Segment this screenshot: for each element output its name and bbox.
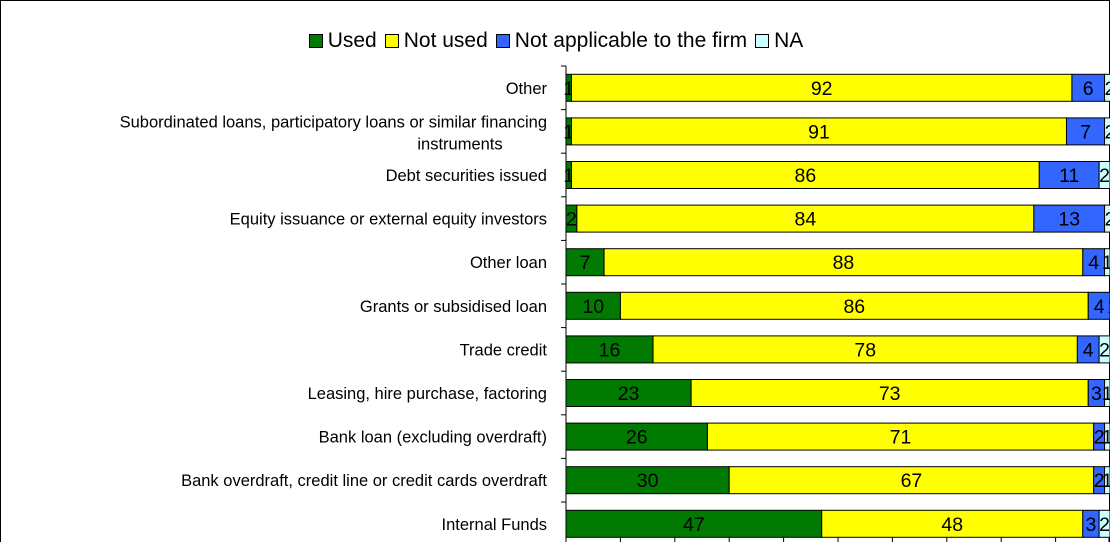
bar-not-used-bank-loan-excluding-overdraft bbox=[706, 422, 1095, 451]
data-label-not-applicable-to-the-firm-bank-overdraft-credit-line-or-credit-cards-overdraft: 2 bbox=[1094, 470, 1105, 492]
data-label-not-applicable-to-the-firm-debt-securities-issued: 11 bbox=[1059, 165, 1079, 187]
data-label-not-used-grants-or-subsidised-loan: 86 bbox=[843, 296, 865, 318]
bar-used-bank-loan-excluding-overdraft bbox=[565, 422, 708, 451]
data-label-na-other-loan: 1 bbox=[1102, 252, 1110, 274]
legend-swatch-not-used bbox=[384, 34, 399, 48]
bar-not-applicable-to-the-firm-subordinated-loans-participatory-loans-or-similar-financing-instruments bbox=[1065, 117, 1106, 146]
bar-not-used-equity-issuance-or-external-equity-investors bbox=[576, 204, 1035, 233]
data-label-used-bank-loan-excluding-overdraft: 26 bbox=[626, 427, 648, 449]
data-label-not-used-other: 92 bbox=[811, 78, 833, 100]
data-label-na-trade-credit: 2 bbox=[1099, 339, 1110, 361]
bar-na-other-loan bbox=[1104, 248, 1110, 277]
category-label-leasing-hire-purchase-factoring: Leasing, hire purchase, factoring bbox=[308, 385, 547, 403]
data-label-not-used-debt-securities-issued: 86 bbox=[795, 165, 817, 187]
category-label-grants-or-subsidised-loan: Grants or subsidised loan bbox=[360, 298, 547, 316]
data-label-used-bank-overdraft-credit-line-or-credit-cards-overdraft: 30 bbox=[637, 470, 659, 492]
data-label-not-used-other-loan: 88 bbox=[833, 252, 855, 274]
bar-na-bank-loan-excluding-overdraft bbox=[1104, 422, 1110, 451]
category-label-other-loan: Other loan bbox=[470, 254, 547, 272]
legend-label-not-applicable: Not applicable to the firm bbox=[514, 29, 748, 52]
legend-swatch-used bbox=[308, 34, 323, 48]
data-label-not-used-internal-funds: 48 bbox=[941, 514, 963, 536]
bar-not-used-other bbox=[570, 73, 1073, 102]
bar-na-bank-overdraft-credit-line-or-credit-cards-overdraft bbox=[1104, 466, 1110, 495]
legend-item-na: NA bbox=[755, 29, 803, 53]
bar-not-used-leasing-hire-purchase-factoring bbox=[690, 379, 1089, 407]
bar-used-leasing-hire-purchase-factoring bbox=[565, 379, 692, 407]
bar-not-used-internal-funds bbox=[821, 509, 1084, 538]
data-label-not-applicable-to-the-firm-equity-issuance-or-external-equity-investors: 13 bbox=[1058, 209, 1080, 231]
category-label-bank-overdraft-credit-line-or-credit-cards-overdraft: Bank overdraft, credit line or credit ca… bbox=[181, 472, 547, 490]
bar-na-other bbox=[1104, 73, 1110, 102]
legend-item-not-applicable: Not applicable to the firm bbox=[495, 29, 748, 53]
bar-na-subordinated-loans-participatory-loans-or-similar-financing-instruments bbox=[1104, 117, 1110, 146]
data-label-not-applicable-to-the-firm-other: 6 bbox=[1083, 78, 1094, 100]
data-label-not-applicable-to-the-firm-other-loan: 4 bbox=[1088, 252, 1099, 274]
data-label-na-grants-or-subsidised-loan: 1 bbox=[1107, 296, 1110, 318]
bar-not-used-grants-or-subsidised-loan bbox=[619, 291, 1089, 320]
data-label-not-applicable-to-the-firm-internal-funds: 3 bbox=[1086, 514, 1097, 536]
data-label-used-equity-issuance-or-external-equity-investors: 2 bbox=[566, 209, 577, 231]
data-label-not-used-trade-credit: 78 bbox=[854, 339, 876, 361]
legend-swatch-not-applicable bbox=[495, 34, 510, 48]
data-label-not-used-subordinated-loans-participatory-loans-or-similar-financing-instruments: 91 bbox=[808, 121, 830, 143]
data-label-not-used-bank-overdraft-credit-line-or-credit-cards-overdraft: 67 bbox=[901, 470, 923, 492]
bar-not-applicable-to-the-firm-equity-issuance-or-external-equity-investors bbox=[1033, 204, 1106, 233]
data-label-na-leasing-hire-purchase-factoring: 1 bbox=[1102, 383, 1110, 405]
category-label-debt-securities-issued: Debt securities issued bbox=[386, 167, 547, 185]
bar-not-used-trade-credit bbox=[652, 335, 1078, 364]
data-label-used-grants-or-subsidised-loan: 10 bbox=[582, 296, 604, 318]
category-label-trade-credit: Trade credit bbox=[460, 341, 548, 359]
data-label-not-used-bank-loan-excluding-overdraft: 71 bbox=[890, 427, 912, 449]
category-label-internal-funds: Internal Funds bbox=[442, 516, 547, 534]
bar-used-trade-credit bbox=[565, 335, 654, 364]
legend-swatch-na bbox=[755, 34, 770, 48]
data-label-na-bank-loan-excluding-overdraft: 1 bbox=[1102, 427, 1110, 449]
bar-na-leasing-hire-purchase-factoring bbox=[1104, 379, 1110, 407]
data-label-not-applicable-to-the-firm-leasing-hire-purchase-factoring: 3 bbox=[1091, 383, 1102, 405]
data-label-used-debt-securities-issued: 1 bbox=[563, 165, 574, 187]
data-label-used-subordinated-loans-participatory-loans-or-similar-financing-instruments: 1 bbox=[563, 121, 574, 143]
bar-used-other-loan bbox=[565, 248, 605, 277]
data-label-used-internal-funds: 47 bbox=[683, 514, 705, 536]
category-label-subordinated-loans-participatory-loans-or-similar-financing-instruments: Subordinated loans, participatory loans … bbox=[120, 113, 547, 153]
bar-not-used-bank-overdraft-credit-line-or-credit-cards-overdraft bbox=[728, 466, 1095, 495]
bar-used-internal-funds bbox=[565, 509, 823, 538]
bar-not-used-subordinated-loans-participatory-loans-or-similar-financing-instruments bbox=[570, 117, 1067, 146]
legend-label-used: Used bbox=[327, 29, 377, 52]
data-label-used-leasing-hire-purchase-factoring: 23 bbox=[618, 383, 640, 405]
legend-item-not-used: Not used bbox=[384, 29, 488, 53]
data-label-used-other-loan: 7 bbox=[580, 252, 591, 274]
bar-not-used-debt-securities-issued bbox=[570, 161, 1040, 189]
data-label-used-other: 1 bbox=[563, 78, 574, 100]
data-label-not-applicable-to-the-firm-subordinated-loans-participatory-loans-or-similar-financing-instruments: 7 bbox=[1080, 121, 1091, 143]
data-label-na-other: 2 bbox=[1105, 78, 1110, 100]
bar-used-bank-overdraft-credit-line-or-credit-cards-overdraft bbox=[565, 466, 730, 495]
bar-not-applicable-to-the-firm-other bbox=[1071, 73, 1106, 102]
data-label-na-equity-issuance-or-external-equity-investors: 2 bbox=[1105, 209, 1110, 231]
legend-label-not-used: Not used bbox=[403, 29, 488, 52]
category-label-equity-issuance-or-external-equity-investors: Equity issuance or external equity inves… bbox=[230, 211, 547, 229]
data-label-not-applicable-to-the-firm-bank-loan-excluding-overdraft: 2 bbox=[1094, 427, 1105, 449]
legend-label-na: NA bbox=[774, 29, 804, 52]
bar-na-equity-issuance-or-external-equity-investors bbox=[1104, 204, 1110, 233]
data-label-not-used-equity-issuance-or-external-equity-investors: 84 bbox=[795, 209, 817, 231]
legend-item-used: Used bbox=[308, 29, 377, 53]
category-label-other: Other bbox=[506, 80, 548, 98]
data-label-na-bank-overdraft-credit-line-or-credit-cards-overdraft: 1 bbox=[1102, 470, 1110, 492]
category-label-bank-loan-excluding-overdraft: Bank loan (excluding overdraft) bbox=[319, 429, 547, 447]
data-label-na-debt-securities-issued: 2 bbox=[1099, 165, 1110, 187]
data-label-na-subordinated-loans-participatory-loans-or-similar-financing-instruments: 2 bbox=[1105, 121, 1110, 143]
data-label-not-applicable-to-the-firm-trade-credit: 4 bbox=[1083, 339, 1094, 361]
data-label-used-trade-credit: 16 bbox=[599, 339, 621, 361]
chart-legend: Used Not used Not applicable to the firm… bbox=[1, 27, 1110, 55]
data-label-not-used-leasing-hire-purchase-factoring: 73 bbox=[879, 383, 901, 405]
data-label-na-internal-funds: 2 bbox=[1099, 514, 1110, 536]
data-label-not-applicable-to-the-firm-grants-or-subsidised-loan: 4 bbox=[1094, 296, 1105, 318]
